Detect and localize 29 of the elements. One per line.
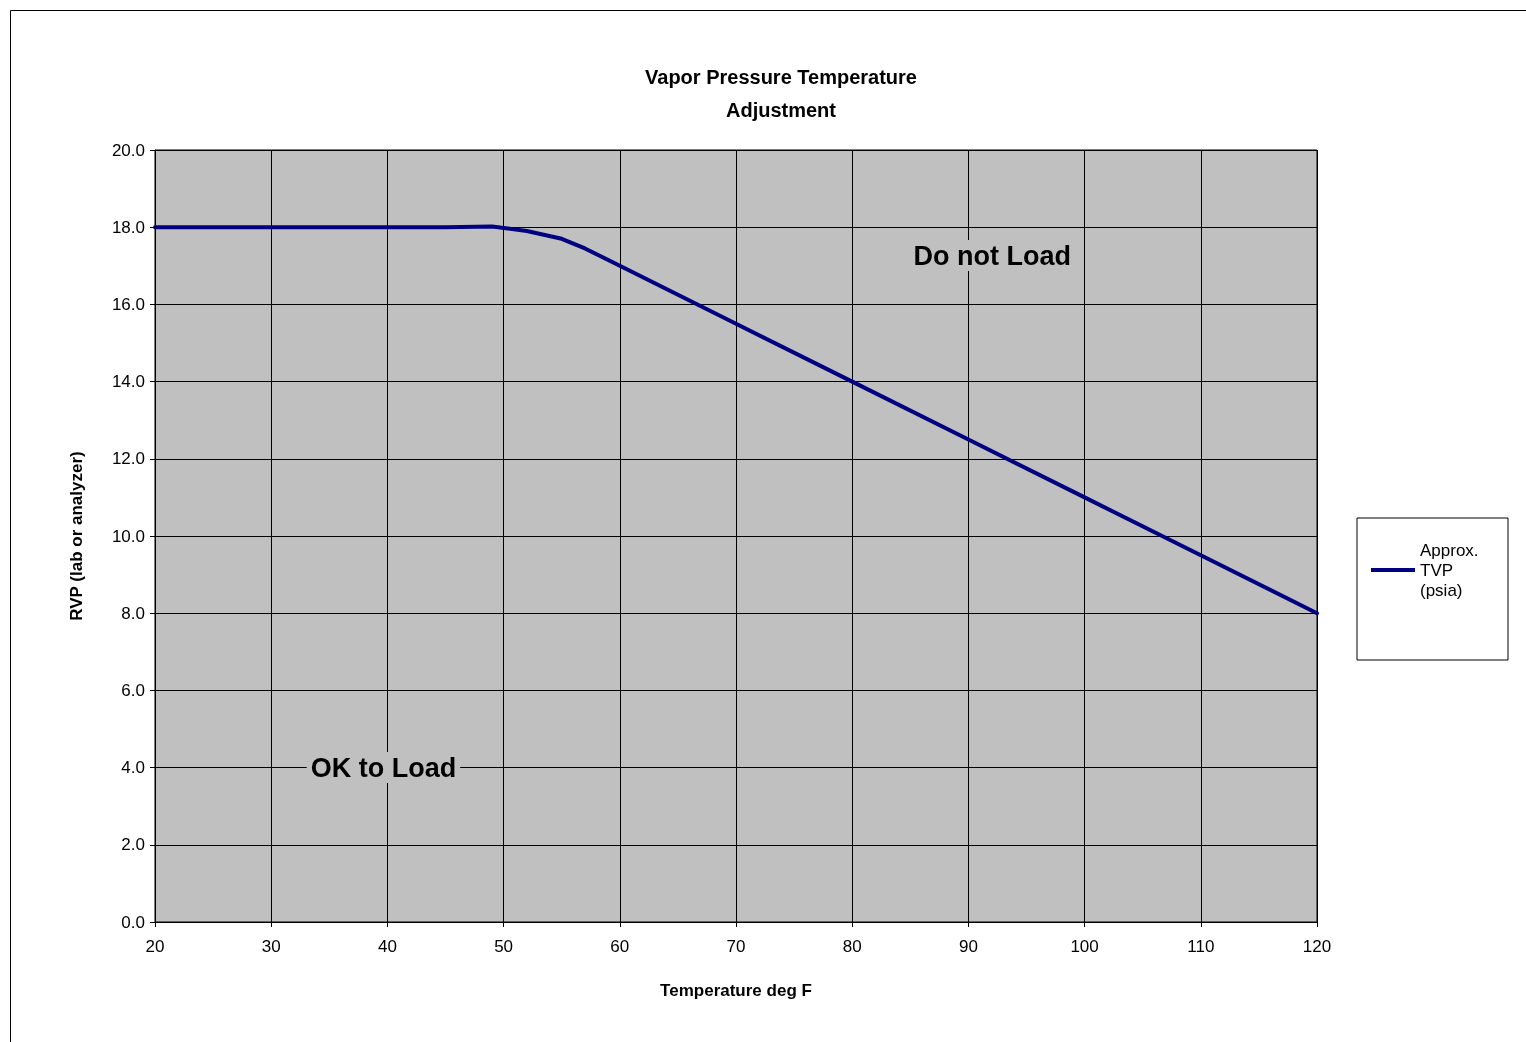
x-tick-label: 50 — [494, 937, 514, 956]
y-tick-label: 4.0 — [121, 758, 145, 778]
x-tick-label: 90 — [958, 937, 978, 956]
annotation: Do not Load — [913, 240, 1071, 271]
x-tick-label: 40 — [377, 937, 397, 956]
y-tick-label: 14.0 — [111, 372, 145, 392]
x-tick-label: 80 — [842, 937, 862, 956]
line-series — [153, 224, 1319, 616]
x-tick-label: 30 — [261, 937, 281, 956]
y-tick-label: 16.0 — [111, 294, 145, 314]
y-tick-label: 8.0 — [121, 603, 145, 623]
x-tick-label: 120 — [1302, 937, 1332, 956]
legend-label: Approx. TVP (psia) — [1420, 540, 1484, 600]
x-tick-label: 70 — [726, 937, 746, 956]
y-tick-label: 0.0 — [121, 912, 145, 932]
y-tick-label: 20.0 — [111, 140, 145, 160]
y-tick-label: 18.0 — [111, 217, 145, 237]
y-tick-label: 2.0 — [121, 835, 145, 855]
y-tick-label: 12.0 — [111, 449, 145, 469]
y-tick-label: 10.0 — [111, 526, 145, 546]
x-axis-title: Temperature deg F — [660, 981, 812, 1000]
x-tick-label: 110 — [1187, 937, 1215, 956]
annotation: OK to Load — [310, 752, 457, 783]
y-axis-title: RVP (lab or analyzer) — [67, 451, 86, 621]
x-tick-label: 100 — [1070, 937, 1099, 956]
x-tick-label: 60 — [610, 937, 630, 956]
y-tick-label: 6.0 — [121, 680, 145, 700]
x-tick-label: 20 — [145, 937, 165, 956]
chart-title: Vapor Pressure Temperature Adjustment — [645, 65, 917, 121]
